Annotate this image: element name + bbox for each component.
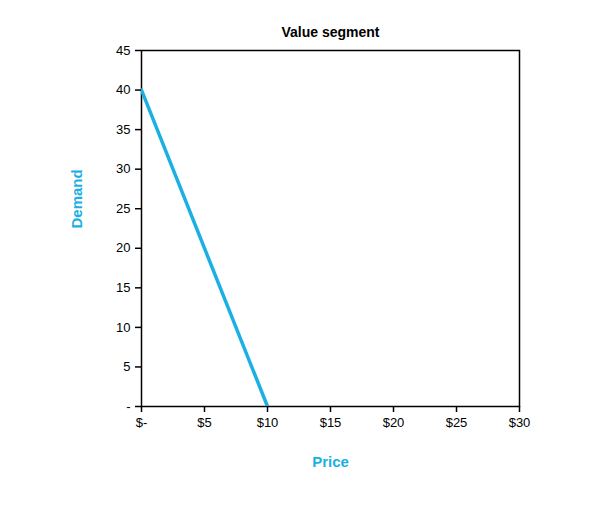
svg-text:$15: $15 <box>320 415 342 430</box>
svg-text:40: 40 <box>116 82 130 97</box>
svg-text:25: 25 <box>116 201 130 216</box>
svg-text:30: 30 <box>116 161 130 176</box>
svg-text:-: - <box>126 399 130 414</box>
svg-text:15: 15 <box>116 280 130 295</box>
svg-text:$10: $10 <box>257 415 279 430</box>
svg-text:10: 10 <box>116 320 130 335</box>
svg-text:$25: $25 <box>446 415 468 430</box>
svg-text:$-: $- <box>136 415 148 430</box>
svg-text:20: 20 <box>116 240 130 255</box>
svg-text:$5: $5 <box>197 415 211 430</box>
svg-text:$20: $20 <box>383 415 405 430</box>
svg-text:Demand: Demand <box>68 169 85 228</box>
svg-text:35: 35 <box>116 122 130 137</box>
svg-text:45: 45 <box>116 43 130 58</box>
svg-text:Price: Price <box>312 453 349 470</box>
svg-text:$30: $30 <box>509 415 531 430</box>
svg-text:Value segment: Value segment <box>281 24 379 40</box>
svg-text:5: 5 <box>123 359 130 374</box>
